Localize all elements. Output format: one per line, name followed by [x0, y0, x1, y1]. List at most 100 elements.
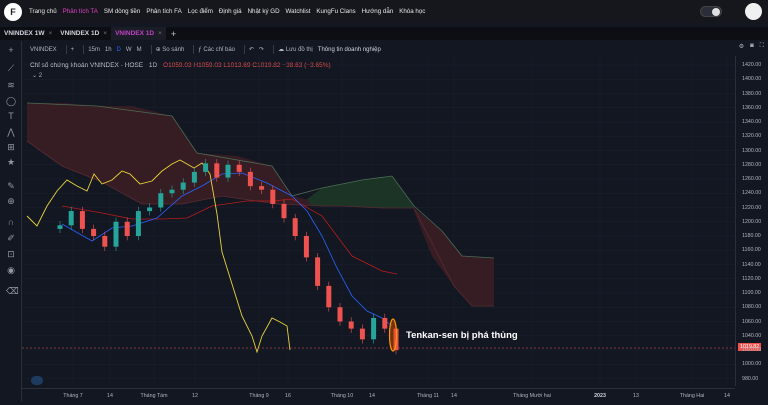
symbol-search[interactable]: VNINDEX: [30, 46, 57, 53]
price-tick-label: 1300.00: [742, 147, 762, 154]
interval-1h[interactable]: 1h: [104, 46, 112, 53]
divider: [83, 45, 85, 54]
undo-button[interactable]: ↶: [249, 47, 255, 53]
candle-body: [180, 182, 186, 190]
save-chart-button[interactable]: ☁ Lưu đồ thị: [278, 47, 313, 53]
price-tick-label: 1220.00: [742, 204, 762, 211]
candle-body: [292, 218, 298, 236]
close-icon[interactable]: ×: [103, 30, 108, 37]
price-tick-label: 1000.00: [742, 361, 762, 368]
price-axis[interactable]: 1019.82 1420.00 1400.00 1380.00 1360.00 1340…: [735, 56, 768, 386]
candle-body: [359, 328, 365, 340]
candle-body: [91, 228, 97, 236]
price-tick-label: 1040.00: [742, 332, 762, 339]
indicator-count-label: 2: [38, 73, 43, 79]
text-icon[interactable]: T: [8, 111, 14, 121]
fullscreen-icon[interactable]: ⛶: [759, 43, 764, 49]
draw-mode-icon[interactable]: ✐: [7, 233, 15, 243]
candle-body: [348, 321, 354, 329]
tab-label: VNINDEX 1D: [115, 30, 155, 37]
add-tab-button[interactable]: +: [170, 28, 177, 39]
settings-icon[interactable]: ⚙: [738, 44, 745, 50]
nav-item[interactable]: Trang chủ: [29, 8, 57, 15]
candle-body: [214, 163, 220, 178]
nav-item[interactable]: Nhật ký GD: [247, 8, 280, 15]
toolbar-right: ⚙ ◙ ⛶: [739, 43, 764, 50]
theme-toggle[interactable]: [700, 6, 722, 17]
add-symbol-button[interactable]: +: [70, 46, 75, 53]
tab-vnindex-1d-active[interactable]: VNINDEX 1D ×: [111, 27, 166, 40]
drawing-toolbar: + ⟋ ≋ ◯ T ⋀ ⊞ ★ ✎ ⊕ ∩ ✐ ⊡ ◉ ⌫: [0, 41, 22, 401]
interval-m[interactable]: M: [136, 46, 142, 53]
toggle-knob: [712, 8, 720, 16]
trash-icon[interactable]: ⌫: [6, 286, 19, 296]
divider: [244, 45, 245, 54]
candle-body: [79, 211, 85, 229]
price-tick-label: 1280.00: [742, 161, 762, 168]
tab-vnindex-1w[interactable]: VNINDEX 1W ×: [0, 27, 56, 40]
time-tick-label: Tháng Mười hai: [513, 393, 551, 399]
current-price-tag: 1019.82: [738, 343, 762, 351]
trendline-icon[interactable]: ⟋: [7, 63, 15, 73]
ruler-icon[interactable]: ✎: [7, 181, 15, 191]
magnet-icon[interactable]: ∩: [7, 217, 15, 227]
nav-item[interactable]: Phân tích TA: [62, 8, 98, 15]
divider: [273, 45, 275, 54]
nav-item[interactable]: KungFu Clans: [316, 8, 356, 15]
nav-item[interactable]: Watchlist: [285, 8, 311, 15]
nav-item[interactable]: Khóa học: [399, 8, 426, 15]
indicator-count[interactable]: ⌄ 2: [32, 73, 43, 79]
candle-body: [102, 236, 108, 247]
top-navigation-bar: F Trang chủ Phân tích TA SM dòng tiền Phân …: [0, 0, 768, 23]
price-tick-label: 1320.00: [742, 133, 762, 140]
pattern-icon[interactable]: ⋀: [7, 127, 15, 137]
time-tick-label: 2023: [594, 393, 606, 399]
candle-body: [68, 211, 74, 226]
interval-d[interactable]: D: [116, 46, 121, 53]
nav-item[interactable]: SM dòng tiền: [103, 8, 141, 15]
shape-icon[interactable]: ◯: [6, 96, 17, 106]
candle-body: [326, 285, 332, 308]
candle-body: [169, 189, 175, 194]
nav-item[interactable]: Phân tích FA: [146, 8, 182, 15]
compare-button[interactable]: ⊕ So sánh: [155, 47, 185, 53]
zoom-icon[interactable]: ⊕: [7, 196, 15, 206]
crosshair-icon[interactable]: +: [8, 45, 14, 55]
redo-button[interactable]: ↷: [259, 47, 265, 53]
close-icon[interactable]: ×: [158, 30, 162, 37]
price-tick-label: 1180.00: [742, 233, 761, 239]
cloud-span-b-line: [26, 102, 495, 259]
candle-body: [124, 221, 130, 236]
interval-15m[interactable]: 15m: [88, 46, 100, 53]
measure-icon[interactable]: ⊞: [7, 142, 15, 152]
time-tick-label: Tháng 7: [63, 393, 83, 399]
price-chart[interactable]: [22, 56, 735, 386]
price-tick-label: 1200.00: [742, 218, 762, 225]
visibility-icon[interactable]: ◉: [7, 265, 15, 275]
candle-body: [315, 257, 321, 286]
camera-icon[interactable]: ◙: [750, 43, 754, 49]
company-info-button[interactable]: Thông tin doanh nghiệp: [317, 46, 381, 53]
time-axis[interactable]: Tháng 7 14 Tháng Tám 12 Tháng 9 16 Tháng 10 14 T…: [22, 388, 735, 402]
fib-icon[interactable]: ≋: [7, 80, 15, 90]
divider: [193, 45, 195, 54]
nav-item[interactable]: Định giá: [218, 8, 242, 15]
price-tick-label: 1020.00: [742, 347, 762, 353]
nav-item[interactable]: Hướng dẫn: [361, 8, 394, 15]
candle-body: [270, 189, 276, 204]
indicators-button[interactable]: ƒ Các chỉ báo: [198, 46, 235, 53]
interval-w[interactable]: W: [125, 46, 132, 53]
logo[interactable]: F: [4, 2, 22, 21]
close-icon[interactable]: ×: [48, 30, 53, 37]
price-tick-label: 1420.00: [742, 62, 762, 68]
cloud-bearish-2: [414, 208, 494, 306]
tab-vnindex-1d[interactable]: VNINDEX 1D ×: [56, 27, 111, 40]
lock-icon[interactable]: ⊡: [7, 249, 15, 259]
time-tick-label: 14: [724, 393, 730, 399]
avatar[interactable]: [745, 3, 762, 20]
favorite-icon[interactable]: ★: [6, 157, 16, 167]
price-tick-label: 1100.00: [742, 290, 761, 296]
candle-body: [113, 221, 119, 247]
divider: [65, 45, 67, 54]
nav-item[interactable]: Lọc điểm: [187, 8, 213, 15]
